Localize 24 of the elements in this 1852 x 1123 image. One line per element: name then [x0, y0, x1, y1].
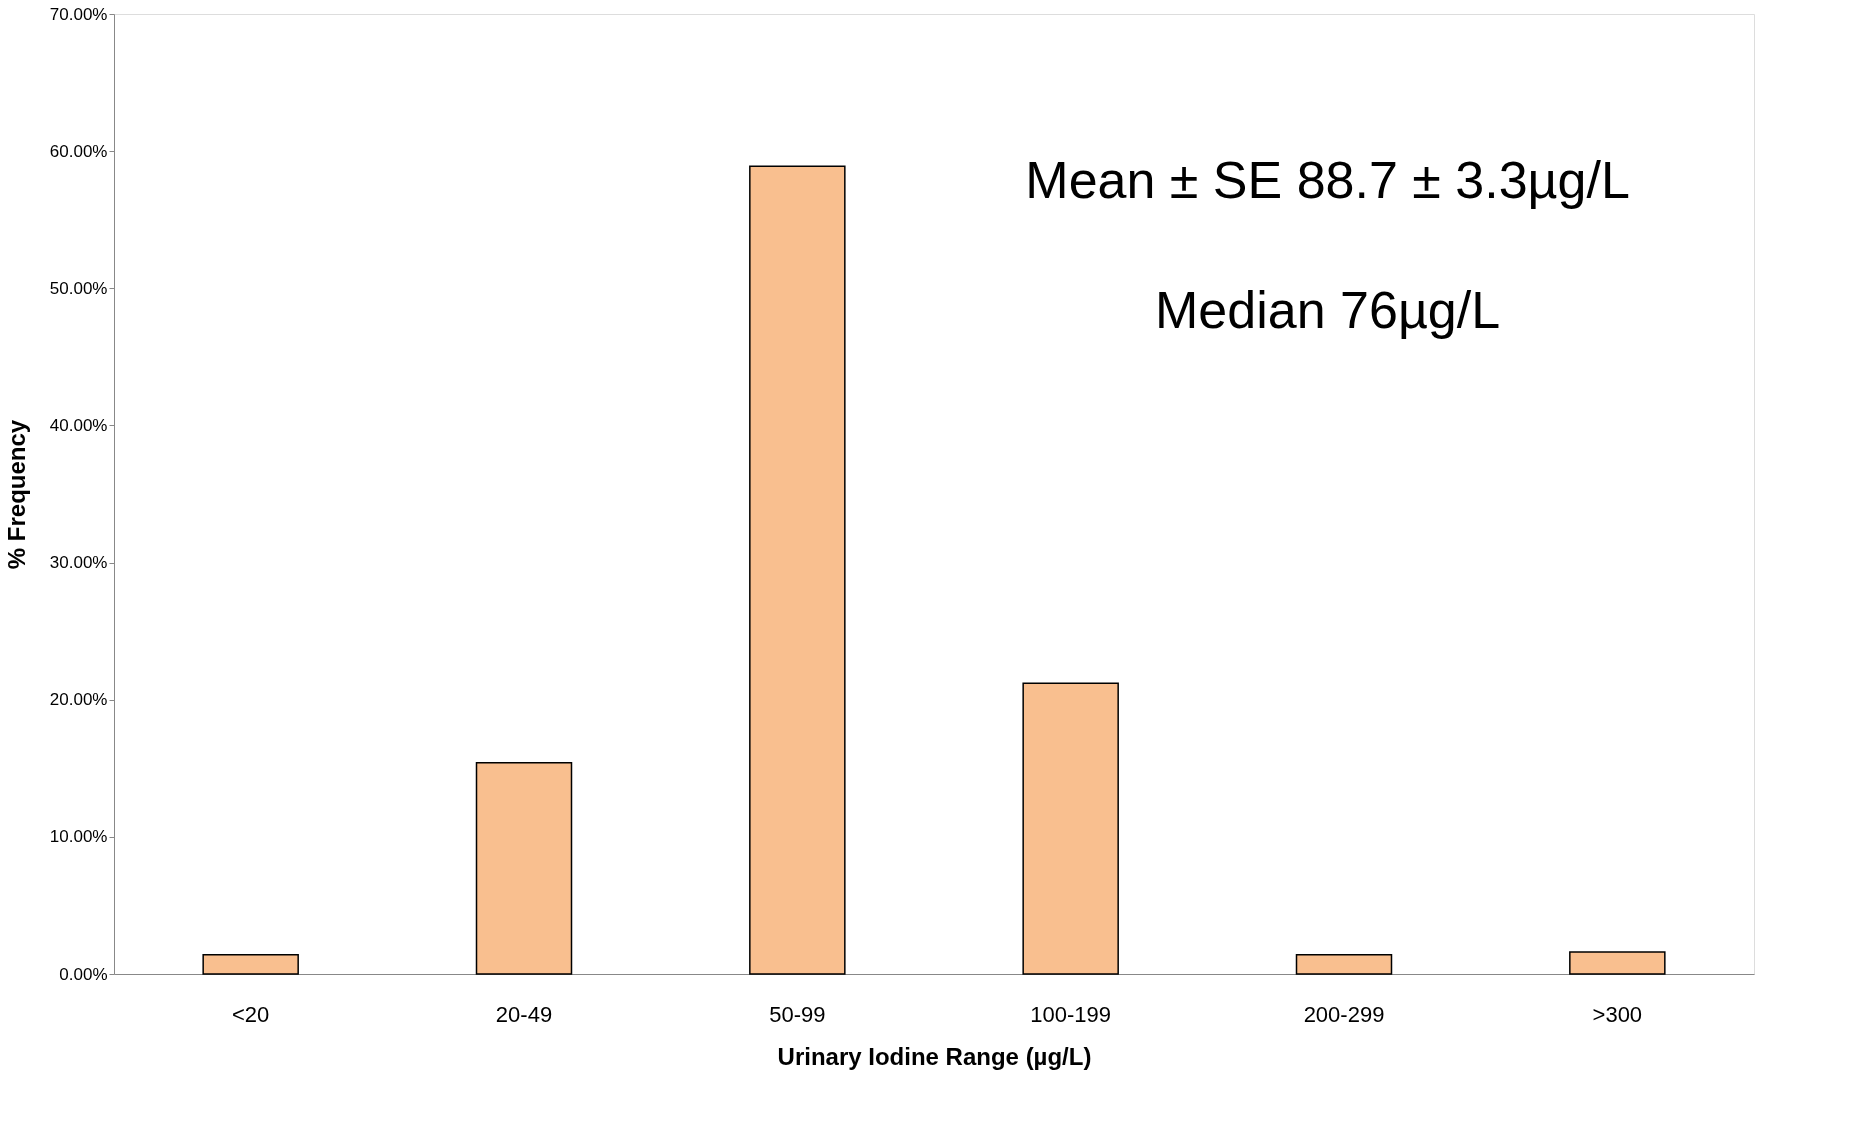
- x-tick-label: <20: [232, 1001, 270, 1027]
- y-tick-label: 40.00%: [49, 415, 108, 435]
- bar: [475, 762, 573, 975]
- bar: [1569, 951, 1666, 975]
- bar: [1295, 954, 1393, 975]
- bar: [202, 954, 299, 975]
- bar: [749, 165, 846, 975]
- x-axis-title: Urinary Iodine Range (µg/L): [777, 1042, 1092, 1070]
- x-tick-label: 100-199: [1030, 1001, 1112, 1027]
- x-tick-label: 20-49: [495, 1001, 553, 1027]
- y-axis-title: % Frequency: [2, 419, 30, 570]
- y-tick-label: 50.00%: [49, 278, 108, 298]
- x-tick-label: 50-99: [769, 1001, 826, 1027]
- annotation: Mean ± SE 88.7 ± 3.3µg/L: [1025, 151, 1630, 209]
- y-tick-label: 60.00%: [49, 141, 108, 161]
- x-tick-label: 200-299: [1303, 1001, 1385, 1027]
- x-tick-label: >300: [1592, 1001, 1643, 1027]
- y-tick-label: 10.00%: [49, 827, 108, 847]
- y-tick-label: 30.00%: [49, 553, 108, 573]
- y-tick-label: 20.00%: [49, 690, 108, 710]
- annotation: Median 76µg/L: [1155, 280, 1501, 339]
- bar: [1022, 682, 1119, 975]
- y-tick-label: 70.00%: [49, 4, 108, 24]
- y-tick-label: 0.00%: [59, 964, 108, 984]
